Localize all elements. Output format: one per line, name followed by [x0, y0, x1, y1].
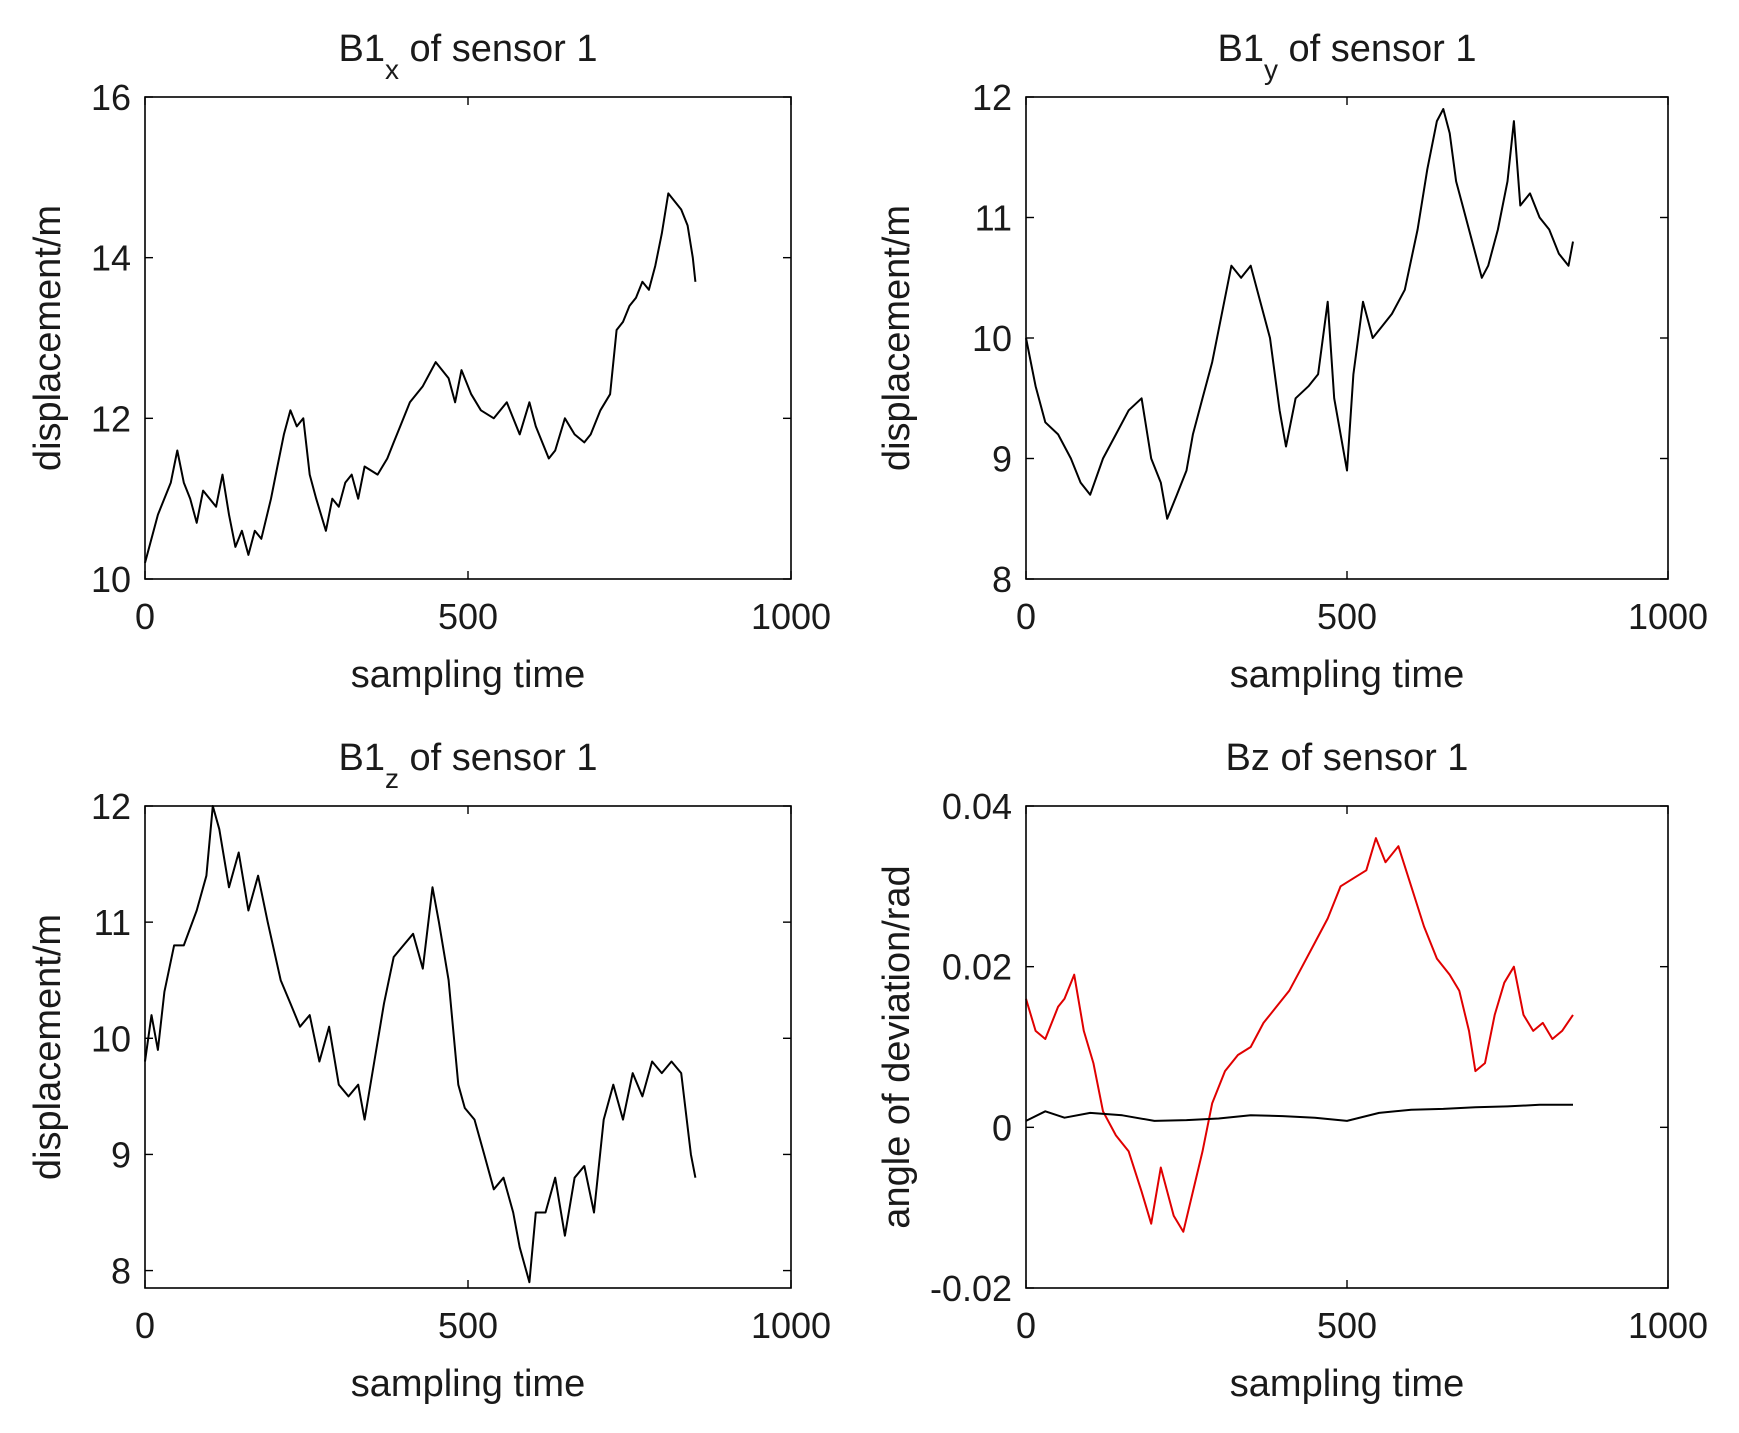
title-subscript: x	[385, 54, 399, 85]
title-main: B1	[338, 737, 384, 779]
series-line-B1z	[144, 805, 697, 1284]
x-tick-label: 500	[438, 596, 498, 637]
x-tick-label: 0	[1016, 1305, 1036, 1346]
x-axis-label: sampling time	[351, 1363, 585, 1405]
y-tick-label: -0.02	[930, 1268, 1012, 1309]
subplot-2: 0 500 1000 8 9 10 11 12 sampling time displacemen…	[876, 28, 1708, 696]
x-tick-label: 0	[135, 596, 155, 637]
x-tick-label: 1000	[1628, 1305, 1708, 1346]
title-rest: of sensor 1	[399, 737, 598, 779]
x-tick-label: 1000	[751, 1305, 831, 1346]
title-rest: of sensor 1	[1270, 737, 1469, 779]
x-axis-label: sampling time	[1230, 1363, 1464, 1405]
subplot-3: 0 500 1000 8 9 10 11 12 sampling time displacemen…	[27, 737, 831, 1405]
y-axis-label: angle of deviation/rad	[876, 865, 918, 1228]
y-tick-label: 0.02	[942, 947, 1012, 988]
title-subscript: z	[385, 763, 399, 794]
y-tick-label: 10	[91, 1018, 131, 1059]
y-axis-label: displacement/m	[27, 914, 69, 1180]
y-tick-label: 10	[972, 318, 1012, 359]
y-tick-label: 8	[111, 1251, 131, 1292]
y-tick-label: 14	[91, 238, 131, 279]
y-tick-label: 0.04	[942, 786, 1012, 827]
y-tick-label: 10	[91, 559, 131, 600]
series-line-black-series	[1025, 1103, 1573, 1122]
x-tick-label: 0	[135, 1305, 155, 1346]
x-tick-label: 0	[1016, 596, 1036, 637]
y-axis-label: displacement/m	[27, 205, 69, 471]
x-axis-label: sampling time	[1230, 654, 1464, 696]
x-tick-label: 500	[1317, 1305, 1377, 1346]
y-tick-label: 12	[972, 77, 1012, 118]
x-tick-label: 500	[1317, 596, 1377, 637]
subplot-1: 0 500 1000 10 12 14 16 sampling time displacemen…	[27, 28, 831, 696]
y-tick-label: 11	[94, 902, 131, 943]
title-main: Bz	[1226, 737, 1270, 779]
y-tick-label: 12	[91, 398, 131, 439]
y-tick-label: 16	[91, 77, 131, 118]
chart-title: B1z of sensor 1	[338, 737, 597, 794]
chart-title: B1y of sensor 1	[1217, 28, 1476, 85]
y-tick-label: 0	[992, 1107, 1012, 1148]
chart-title: B1x of sensor 1	[338, 28, 597, 85]
title-subscript: y	[1264, 54, 1278, 85]
x-tick-label: 1000	[751, 596, 831, 637]
y-tick-label: 9	[992, 439, 1012, 480]
x-tick-label: 500	[438, 1305, 498, 1346]
y-tick-label: 12	[91, 786, 131, 827]
x-axis-label: sampling time	[351, 654, 585, 696]
x-tick-label: 1000	[1628, 596, 1708, 637]
series-line-B1x	[144, 192, 697, 564]
series-line-red-series	[1025, 837, 1574, 1233]
title-main: B1	[338, 28, 384, 70]
y-tick-label: 9	[111, 1134, 131, 1175]
title-main: B1	[1217, 28, 1263, 70]
title-rest: of sensor 1	[1278, 28, 1477, 70]
y-axis-label: displacement/m	[876, 205, 918, 471]
y-tick-label: 8	[992, 559, 1012, 600]
series-line-B1y	[1025, 108, 1574, 520]
chart-title: Bz of sensor 1	[1226, 737, 1469, 779]
y-tick-label: 11	[975, 198, 1012, 239]
title-rest: of sensor 1	[399, 28, 598, 70]
